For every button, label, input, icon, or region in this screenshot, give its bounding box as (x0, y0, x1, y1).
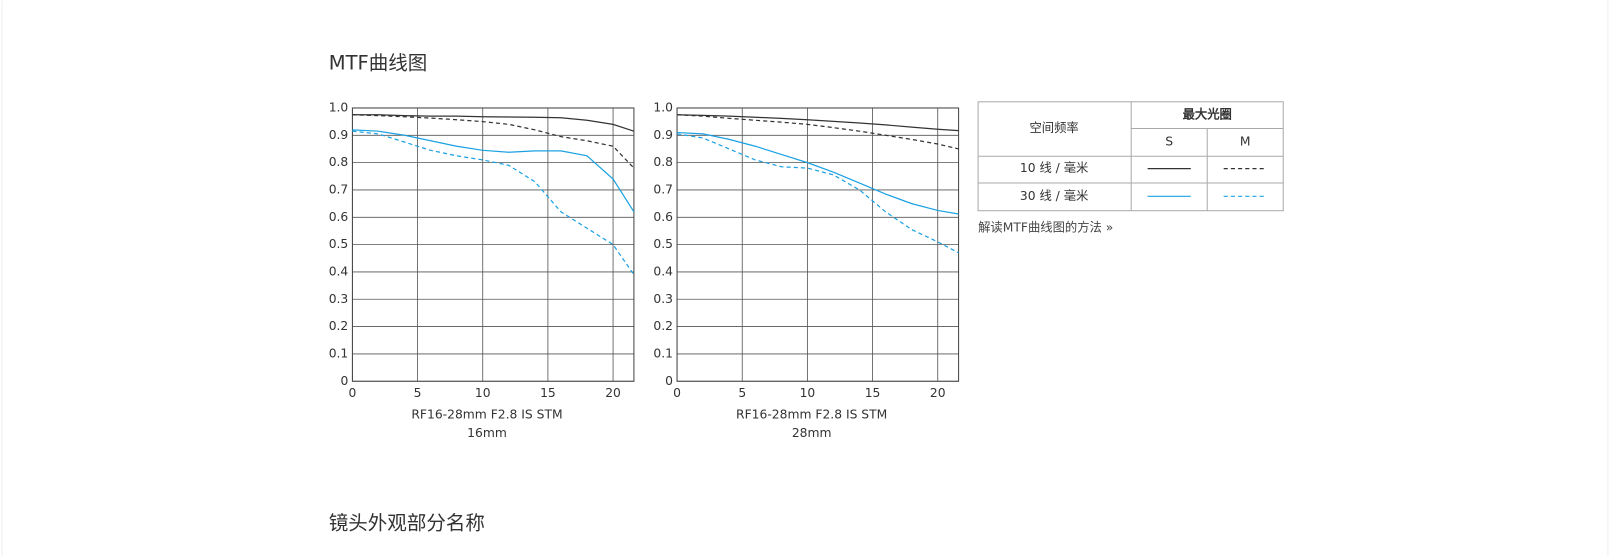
table-header: M (1240, 134, 1251, 148)
mtf-curve (677, 131, 959, 215)
chart-caption: RF16-28mm F2.8 IS STM (736, 408, 887, 422)
x-tick-label: 15 (865, 386, 881, 400)
y-tick-label: 0.2 (329, 319, 349, 333)
y-tick-label: 0 (340, 374, 348, 388)
table-row-label: 10 线 / 毫米 (1020, 160, 1089, 175)
table-header: S (1165, 134, 1173, 148)
x-tick-label: 10 (475, 386, 491, 400)
table-header: 最大光圈 (1183, 107, 1232, 122)
y-tick-label: 0.9 (653, 128, 673, 142)
y-tick-label: 1.0 (653, 100, 673, 114)
y-tick-label: 0.3 (329, 292, 349, 306)
y-tick-label: 0.4 (329, 264, 349, 278)
chart-caption: RF16-28mm F2.8 IS STM (411, 408, 562, 422)
x-tick-label: 20 (605, 386, 621, 400)
y-tick-label: 0.1 (329, 346, 349, 360)
x-tick-label: 5 (414, 386, 422, 400)
y-tick-label: 0.1 (653, 346, 673, 360)
mtf-curve (352, 130, 635, 276)
mtf-curve (352, 114, 635, 132)
x-tick-label: 20 (930, 386, 946, 400)
y-tick-label: 1.0 (329, 100, 349, 114)
y-tick-label: 0.3 (653, 292, 673, 306)
plot-frame (351, 107, 635, 382)
table-header: 空间频率 (1030, 120, 1079, 135)
plot-frame (676, 107, 960, 382)
section-heading: 镜头外观部分名称 (329, 512, 485, 535)
section-heading: MTF曲线图 (329, 51, 428, 74)
x-tick-label: 0 (348, 386, 356, 400)
mtf-curve (676, 133, 959, 254)
mtf-curve (352, 114, 635, 169)
mtf-curve (352, 129, 635, 213)
y-tick-label: 0.5 (329, 237, 349, 251)
chart-caption: 16mm (467, 426, 507, 440)
y-tick-label: 0.7 (329, 182, 349, 196)
y-tick-label: 0.6 (653, 210, 673, 224)
y-tick-label: 0.5 (653, 237, 673, 251)
y-tick-label: 0.8 (653, 155, 673, 169)
x-tick-label: 10 (800, 386, 816, 400)
y-tick-label: 0.2 (653, 319, 673, 333)
mtf-curve (677, 114, 959, 132)
chart-caption: 28mm (792, 426, 832, 440)
y-tick-label: 0.8 (329, 155, 349, 169)
y-tick-label: 0.9 (329, 128, 349, 142)
mtf-help-link[interactable]: 解读MTF曲线图的方法 » (978, 220, 1113, 235)
x-tick-label: 15 (540, 386, 556, 400)
y-tick-label: 0.4 (653, 264, 673, 278)
x-tick-label: 5 (738, 386, 746, 400)
mtf-curve (677, 114, 959, 150)
table-row-label: 30 线 / 毫米 (1020, 188, 1089, 203)
y-tick-label: 0.7 (653, 182, 673, 196)
x-tick-label: 0 (673, 386, 681, 400)
legend-table (977, 101, 1284, 212)
y-tick-label: 0.6 (329, 210, 349, 224)
y-tick-label: 0 (665, 374, 673, 388)
